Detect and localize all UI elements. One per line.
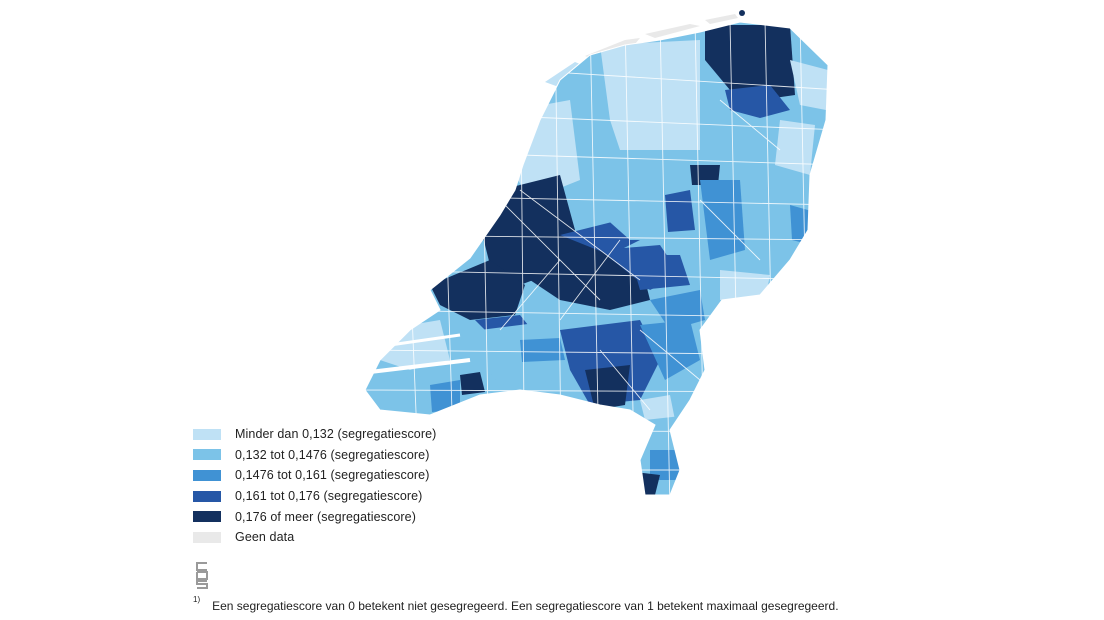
legend-item: 0,161 tot 0,176 (segregatiescore) [193,486,436,507]
legend-swatch [193,531,221,543]
legend-swatch [193,449,221,461]
legend-item: Minder dan 0,132 (segregatiescore) [193,424,436,445]
legend-label: Minder dan 0,132 (segregatiescore) [235,427,437,442]
oosterschelde [389,333,461,347]
footnote-text: Een segregatiescore van 0 betekent niet … [212,599,839,613]
country-outline [364,21,829,496]
legend-label: Geen data [235,530,295,545]
westerschelde [369,358,471,374]
legend-swatch [193,511,221,523]
municipal-borders [365,22,828,495]
map-legend: Minder dan 0,132 (segregatiescore) 0,132… [193,424,436,548]
legend-label: 0,161 tot 0,176 (segregatiescore) [235,489,423,504]
legend-item: 0,176 of meer (segregatiescore) [193,506,436,527]
legend-item: 0,132 tot 0,1476 (segregatiescore) [193,445,436,466]
legend-label: 0,132 tot 0,1476 (segregatiescore) [235,447,430,462]
legend-swatch [193,469,221,481]
legend-item: 0,1476 tot 0,161 (segregatiescore) [193,465,436,486]
legend-swatch [193,428,221,440]
footnote: 1) Een segregatiescore van 0 betekent nie… [193,595,839,613]
legend-item: Geen data [193,527,436,548]
footnote-marker: 1) [193,595,201,604]
legend-label: 0,176 of meer (segregatiescore) [235,509,416,524]
legend-swatch [193,490,221,502]
cbs-logo [196,562,208,589]
legend-label: 0,1476 tot 0,161 (segregatiescore) [235,468,430,483]
